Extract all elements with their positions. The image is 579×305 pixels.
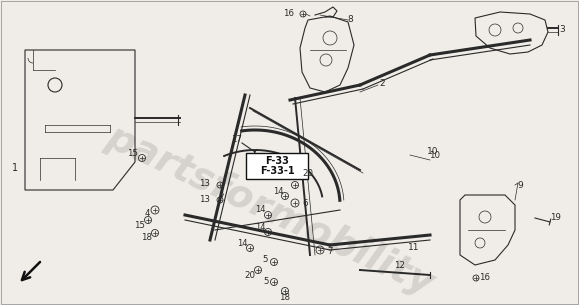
Text: 4: 4: [144, 210, 150, 218]
Text: 1: 1: [12, 163, 18, 173]
Text: 7: 7: [327, 247, 333, 257]
Text: 14: 14: [273, 186, 283, 196]
Text: 5: 5: [263, 278, 269, 286]
Text: 18: 18: [141, 234, 152, 242]
Text: 8: 8: [347, 16, 353, 24]
Text: 11: 11: [408, 243, 420, 253]
Text: 10: 10: [430, 150, 441, 160]
Text: 9: 9: [517, 181, 523, 189]
Text: 16: 16: [479, 274, 490, 282]
Text: 13: 13: [199, 178, 210, 188]
Text: 6: 6: [302, 199, 308, 207]
Text: 18: 18: [280, 293, 291, 303]
Text: 14: 14: [255, 223, 265, 231]
Text: 14: 14: [237, 239, 247, 249]
Text: 12: 12: [394, 260, 405, 270]
Text: 5: 5: [262, 256, 267, 264]
Text: 15: 15: [127, 149, 138, 157]
Text: F-33: F-33: [265, 156, 289, 166]
Text: 19: 19: [549, 213, 560, 221]
Text: 20: 20: [244, 271, 255, 279]
Text: 20: 20: [302, 168, 313, 178]
Text: partsformobility: partsformobility: [100, 117, 440, 303]
FancyBboxPatch shape: [246, 153, 308, 179]
Text: 16: 16: [283, 9, 294, 19]
Text: F-33-1: F-33-1: [260, 166, 294, 176]
Text: 13: 13: [199, 196, 210, 204]
Text: 14: 14: [255, 206, 265, 214]
Text: 17: 17: [232, 135, 243, 145]
Text: 3: 3: [559, 26, 565, 34]
Text: 2: 2: [379, 78, 385, 88]
Text: 10: 10: [427, 148, 439, 156]
Text: 15: 15: [134, 221, 145, 229]
